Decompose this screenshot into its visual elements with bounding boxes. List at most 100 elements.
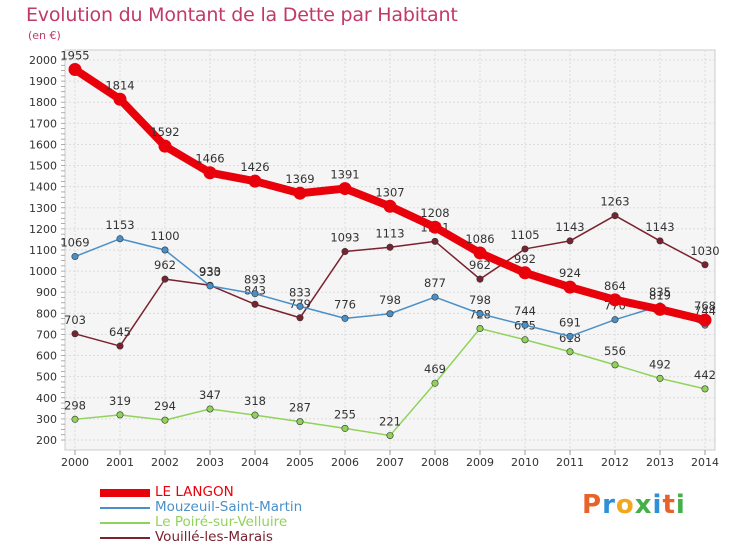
data-point (71, 330, 79, 338)
legend-swatch (100, 537, 150, 539)
data-point (476, 325, 484, 333)
x-tick-label: 2008 (421, 456, 449, 469)
data-label: 1426 (240, 160, 269, 174)
y-tick-label: 1900 (29, 75, 57, 88)
y-tick-label: 600 (36, 350, 57, 363)
data-label: 1105 (510, 228, 539, 242)
data-point (251, 411, 259, 419)
x-tick-label: 2003 (196, 456, 224, 469)
data-label: 924 (559, 266, 581, 280)
data-label: 287 (289, 401, 311, 415)
data-label: 1208 (420, 206, 449, 220)
data-point (116, 342, 124, 350)
data-point (113, 92, 127, 106)
data-label: 744 (514, 304, 536, 318)
data-point (116, 411, 124, 419)
data-label: 1466 (195, 152, 224, 166)
x-tick-label: 2009 (466, 456, 494, 469)
data-label: 1153 (105, 218, 134, 232)
y-tick-label: 800 (36, 307, 57, 320)
data-label: 442 (694, 368, 716, 382)
data-point (71, 415, 79, 423)
x-tick-label: 2007 (376, 456, 404, 469)
y-tick-label: 1200 (29, 223, 57, 236)
data-point (611, 361, 619, 369)
data-label: 864 (604, 279, 626, 293)
data-label: 798 (379, 293, 401, 307)
data-point (656, 237, 664, 245)
data-label: 962 (154, 258, 176, 272)
data-point (563, 280, 577, 294)
y-tick-label: 1500 (29, 160, 57, 173)
data-point (68, 63, 82, 76)
data-label: 1263 (600, 195, 629, 209)
data-point (431, 293, 439, 301)
data-label: 1086 (465, 232, 494, 246)
logo-letter: i (675, 490, 686, 520)
data-label: 556 (604, 344, 626, 358)
data-point (338, 182, 352, 196)
data-point (566, 237, 574, 245)
data-point (158, 139, 172, 153)
x-tick-label: 2002 (151, 456, 179, 469)
x-tick-label: 2006 (331, 456, 359, 469)
x-tick-label: 2011 (556, 456, 584, 469)
data-label: 992 (514, 252, 536, 266)
data-label: 776 (334, 297, 356, 311)
data-point (296, 302, 304, 310)
y-tick-label: 1700 (29, 117, 57, 130)
data-point (611, 212, 619, 220)
data-point (341, 424, 349, 432)
y-tick-label: 1600 (29, 138, 57, 151)
data-label: 298 (64, 398, 86, 412)
data-label: 930 (199, 265, 221, 279)
data-label: 1307 (375, 185, 404, 199)
data-point (161, 275, 169, 283)
data-label: 962 (469, 258, 491, 272)
data-label: 819 (649, 288, 671, 302)
data-point (341, 314, 349, 322)
y-tick-label: 300 (36, 413, 57, 426)
x-tick-label: 2005 (286, 456, 314, 469)
logo-letter: i (652, 490, 663, 520)
y-tick-label: 700 (36, 328, 57, 341)
data-label: 645 (109, 325, 131, 339)
x-tick-label: 2013 (646, 456, 674, 469)
data-point (608, 293, 622, 307)
data-point (203, 166, 217, 180)
legend-label: Mouzeuil-Saint-Martin (155, 499, 303, 515)
data-label: 294 (154, 399, 176, 413)
chart-title: Evolution du Montant de la Dette par Hab… (26, 4, 458, 26)
x-tick-label: 2010 (511, 456, 539, 469)
logo-letter: r (602, 490, 616, 520)
data-label: 893 (244, 273, 266, 287)
y-tick-label: 1400 (29, 181, 57, 194)
y-tick-label: 400 (36, 392, 57, 405)
data-point (428, 220, 442, 234)
data-label: 1069 (60, 236, 89, 250)
data-point (251, 290, 259, 298)
data-point (566, 332, 574, 340)
logo-letter: P (582, 490, 603, 520)
data-point (473, 246, 487, 260)
data-label: 347 (199, 388, 221, 402)
legend-swatch (100, 522, 150, 524)
y-tick-label: 900 (36, 286, 57, 299)
chart-subtitle: (en €) (28, 29, 61, 42)
legend-label: LE LANGON (155, 484, 234, 500)
data-label: 221 (379, 415, 401, 429)
x-tick-label: 2014 (691, 456, 719, 469)
data-label: 833 (289, 285, 311, 299)
data-point (248, 174, 262, 188)
data-label: 1955 (60, 49, 89, 63)
data-label: 1143 (555, 220, 584, 234)
data-label: 1391 (330, 168, 359, 182)
proxiti-logo: Proxiti (582, 490, 686, 520)
data-point (293, 186, 307, 200)
x-tick-label: 2001 (106, 456, 134, 469)
data-label: 835 (649, 285, 671, 299)
y-tick-label: 1800 (29, 96, 57, 109)
data-label: 1592 (150, 125, 179, 139)
